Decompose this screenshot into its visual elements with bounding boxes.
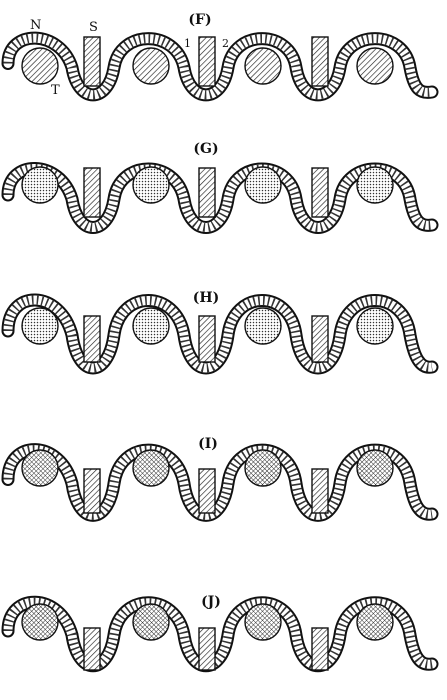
bar-g-3 bbox=[311, 167, 329, 218]
label-T: T bbox=[51, 83, 60, 98]
label-S: S bbox=[89, 20, 98, 35]
weave-panel-f bbox=[1, 31, 439, 102]
bar-j-2 bbox=[198, 627, 216, 671]
ball-g-2 bbox=[132, 166, 170, 204]
ball-i-1 bbox=[21, 449, 59, 487]
rope-twist-texture bbox=[3, 295, 433, 373]
ball-f-4 bbox=[356, 47, 394, 85]
bar-i-1 bbox=[83, 468, 101, 514]
ball-i-3 bbox=[244, 449, 282, 487]
bar-i-3 bbox=[311, 468, 329, 514]
ball-j-3 bbox=[244, 603, 282, 641]
label-1: 1 bbox=[184, 37, 191, 50]
ball-j-4 bbox=[356, 603, 394, 641]
ball-g-3 bbox=[244, 166, 282, 204]
bar-i-2 bbox=[198, 468, 216, 514]
bar-f-2 bbox=[198, 36, 216, 87]
bar-f-1 bbox=[83, 36, 101, 87]
panel-label-J: (J) bbox=[201, 594, 221, 610]
rope-twist-texture bbox=[3, 445, 433, 520]
bar-g-2 bbox=[198, 167, 216, 218]
ball-f-2 bbox=[132, 47, 170, 85]
ball-h-4 bbox=[356, 307, 394, 345]
ball-f-3 bbox=[244, 47, 282, 85]
weave-panel-i bbox=[1, 443, 439, 522]
weave-panel-j bbox=[1, 595, 439, 672]
bar-j-1 bbox=[83, 627, 101, 671]
ball-h-2 bbox=[132, 307, 170, 345]
weave-panel-g bbox=[1, 162, 439, 234]
ball-h-1 bbox=[21, 307, 59, 345]
label-2: 2 bbox=[222, 37, 229, 50]
panel-label-H: (H) bbox=[193, 290, 219, 306]
rope-twist-texture bbox=[3, 597, 433, 670]
bar-g-1 bbox=[83, 167, 101, 218]
ball-g-1 bbox=[21, 166, 59, 204]
label-N: N bbox=[30, 18, 41, 33]
ball-i-4 bbox=[356, 449, 394, 487]
bar-h-3 bbox=[311, 315, 329, 363]
panel-label-F: (F) bbox=[188, 12, 211, 28]
weave-panel-h bbox=[1, 293, 439, 375]
panel-label-I: (I) bbox=[198, 436, 218, 452]
ball-i-2 bbox=[132, 449, 170, 487]
bar-j-3 bbox=[311, 627, 329, 671]
ball-g-4 bbox=[356, 166, 394, 204]
bar-h-1 bbox=[83, 315, 101, 363]
ball-f-1 bbox=[21, 47, 59, 85]
panel-label-G: (G) bbox=[193, 141, 218, 157]
bar-f-3 bbox=[311, 36, 329, 87]
rope-twist-texture bbox=[3, 33, 433, 100]
ball-j-1 bbox=[21, 603, 59, 641]
ball-h-3 bbox=[244, 307, 282, 345]
bar-h-2 bbox=[198, 315, 216, 363]
ball-j-2 bbox=[132, 603, 170, 641]
